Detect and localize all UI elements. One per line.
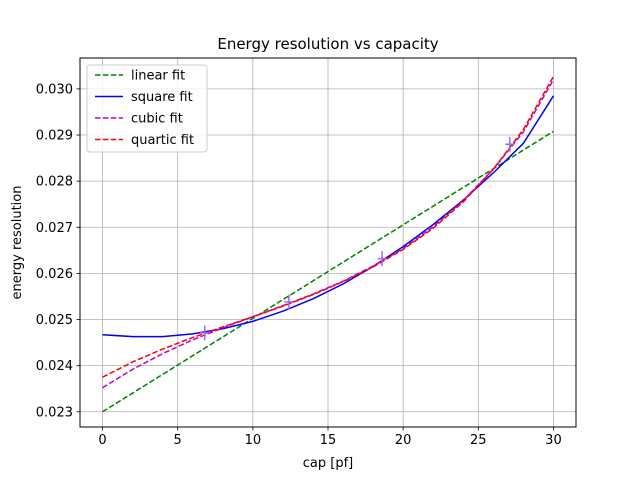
legend: linear fit square fit cubic fit quartic fit	[86, 64, 208, 153]
chart-title: Energy resolution vs capacity	[217, 35, 438, 53]
legend-box	[86, 64, 208, 153]
x-tick-label: 20	[395, 433, 412, 448]
series-linear-fit-line	[102, 130, 554, 413]
series-quartic-fit-line	[102, 76, 555, 378]
data-point	[377, 251, 387, 267]
legend-label: linear fit	[131, 69, 185, 84]
legend-label: square fit	[131, 90, 193, 105]
series-square-fit-line	[102, 95, 555, 338]
x-tick-label: 5	[174, 433, 182, 448]
x-axis-label: cap [pf]	[303, 456, 353, 471]
x-tick-label: 10	[245, 433, 262, 448]
x-tick-label: 25	[470, 433, 487, 448]
data-point	[284, 294, 294, 310]
y-tick-label: 0.025	[36, 313, 73, 328]
grid	[80, 58, 576, 427]
x-axis: 0 5 10 15 20 25 30	[98, 427, 562, 448]
x-tick-label: 0	[98, 433, 106, 448]
y-tick-label: 0.030	[36, 82, 73, 97]
y-tick-label: 0.023	[36, 405, 73, 420]
x-tick-label: 30	[545, 433, 562, 448]
y-tick-label: 0.024	[36, 359, 73, 374]
y-tick-label: 0.026	[36, 267, 73, 282]
series-layer	[102, 76, 555, 413]
legend-label: quartic fit	[131, 133, 194, 148]
y-tick-label: 0.029	[36, 129, 73, 144]
legend-label: cubic fit	[131, 112, 183, 127]
data-points-layer	[200, 136, 515, 341]
data-point	[200, 325, 210, 341]
y-axis-label: energy resolution	[10, 186, 25, 300]
data-point	[505, 136, 515, 152]
y-tick-label: 0.027	[36, 221, 73, 236]
y-tick-label: 0.028	[36, 175, 73, 190]
x-tick-label: 15	[320, 433, 337, 448]
y-axis: 0.023 0.024 0.025 0.026 0.027 0.028 0.029 0.030	[36, 82, 80, 420]
